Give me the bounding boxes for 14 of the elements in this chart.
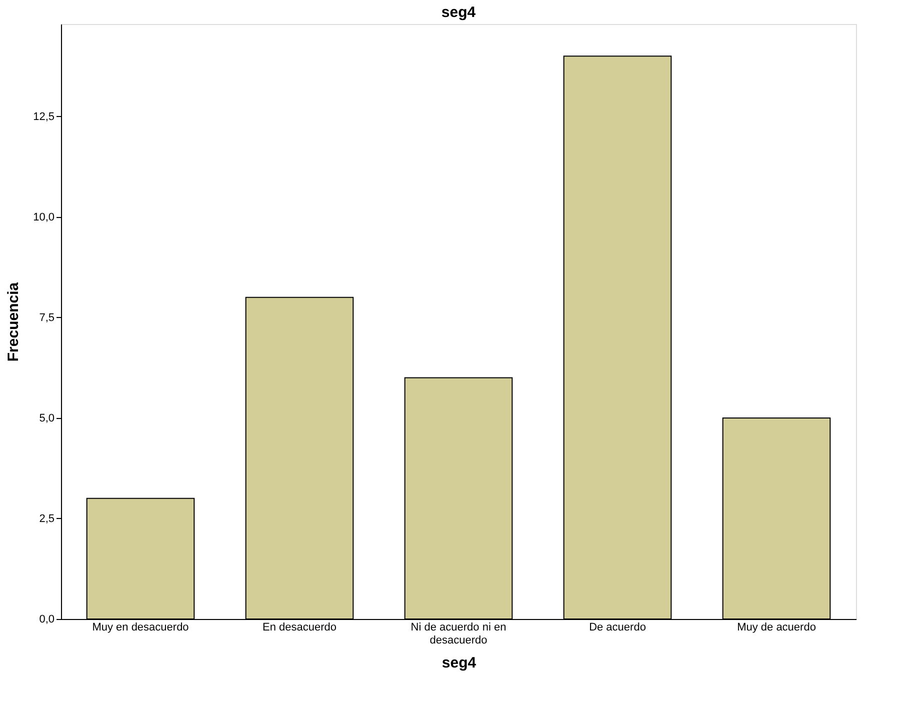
y-tick-label: 7,5 [39,312,54,324]
x-axis-title: seg4 [442,654,477,672]
x-tick-label: De acuerdo [589,622,646,634]
x-tick-label: Ni de acuerdo ni en desacuerdo [410,622,506,646]
y-tick-label: 10,0 [33,211,54,224]
y-tick-label: 12,5 [33,110,54,123]
y-tick-label: 0,0 [39,614,54,626]
x-tick-label: Muy en desacuerdo [92,622,189,634]
x-tick-label: Muy de acuerdo [737,622,816,634]
y-axis-title: Frecuencia [5,282,22,362]
y-tick-label: 5,0 [39,412,54,424]
x-tick-label: En desacuerdo [262,622,336,634]
chart-title: seg4 [441,4,476,21]
y-tick-label: 2,5 [39,512,54,525]
